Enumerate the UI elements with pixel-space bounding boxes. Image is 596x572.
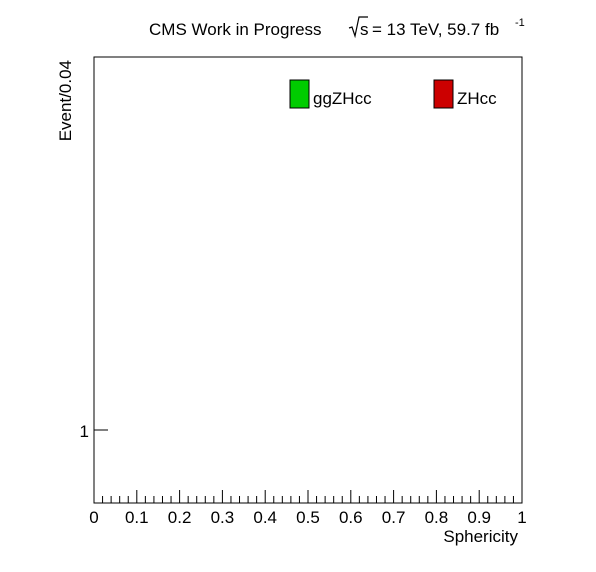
x-axis-ticks [93,490,523,503]
x-tick-label: 0.3 [211,508,235,527]
legend-label-ggzhcc: ggZHcc [313,89,372,108]
lumi-text: = 13 TeV, 59.7 fb [372,20,499,39]
x-tick-label: 0.5 [296,508,320,527]
plot-frame [93,56,523,504]
x-tick-label: 1 [517,508,526,527]
x-tick-label: 0.6 [339,508,363,527]
x-tick-label: 0.7 [382,508,406,527]
x-tick-label: 0.8 [425,508,449,527]
lumi-exponent: -1 [515,17,525,29]
legend-swatch-ggzhcc [289,79,310,109]
x-tick-label: 0 [89,508,98,527]
x-tick-label: 0.1 [125,508,149,527]
y-axis-label: Event/0.04 [56,60,75,141]
x-tick-label: 0.9 [467,508,491,527]
x-axis-label: Sphericity [443,527,518,546]
legend: ggZHcc ZHcc [289,79,497,109]
y-tick-label-1: 1 [80,422,89,441]
x-tick-label: 0.4 [253,508,277,527]
legend-label-zhcc: ZHcc [457,89,497,108]
x-axis-tick-labels: 0 0.1 0.2 0.3 0.4 0.5 0.6 0.7 0.8 0.9 1 [89,508,526,527]
lumi-s: s [360,20,369,39]
plot-title: CMS Work in Progress [149,20,322,39]
x-tick-label: 0.2 [168,508,192,527]
legend-swatch-zhcc [433,79,454,109]
sqrt-symbol [348,16,368,39]
